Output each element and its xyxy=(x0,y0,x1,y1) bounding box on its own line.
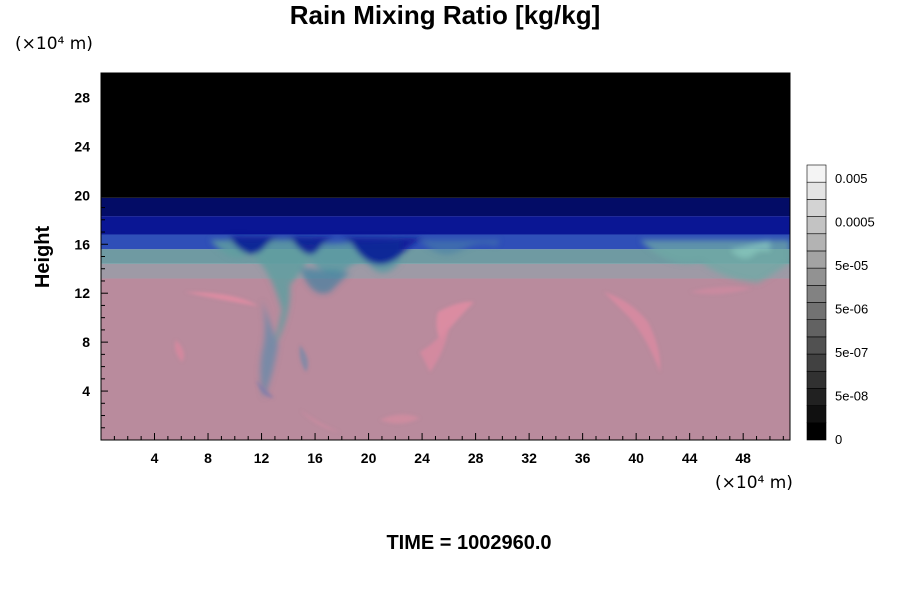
pink-streaks xyxy=(174,286,752,432)
x-tick-label: 40 xyxy=(628,450,644,466)
colorbar-swatch xyxy=(806,164,827,183)
field-band-4 xyxy=(101,216,790,235)
colorbar-label: 5e-07 xyxy=(835,345,868,360)
y-tick-label: 16 xyxy=(74,236,90,252)
y-axis-unit: (×10⁴ m) xyxy=(15,34,93,54)
colorbar-label: 5e-05 xyxy=(835,258,868,273)
x-tick-label: 20 xyxy=(361,450,377,466)
colorbar-label: 0.0005 xyxy=(835,215,875,230)
colorbar-swatch xyxy=(806,181,827,200)
y-tick-label: 20 xyxy=(74,187,90,203)
chart-title: Rain Mixing Ratio [kg/kg] xyxy=(290,0,601,30)
y-tick-label: 28 xyxy=(74,89,90,105)
field-band-5 xyxy=(101,197,790,217)
x-axis: 4 8 12 16 20 24 28 32 36 40 44 48 xyxy=(113,433,784,466)
turbulent-plumes xyxy=(210,236,790,398)
colorbar-swatch xyxy=(806,267,827,286)
colorbar-label: 0 xyxy=(835,432,842,447)
colorbar-swatch xyxy=(806,233,827,252)
colorbar-swatch xyxy=(806,388,827,406)
colorbar-swatch xyxy=(806,353,827,372)
colorbar-label: 5e-08 xyxy=(835,389,868,404)
colorbar-swatch xyxy=(806,302,827,320)
x-tick-label: 24 xyxy=(414,450,430,466)
field-band-6 xyxy=(101,73,790,198)
y-tick-label: 4 xyxy=(82,383,90,399)
colorbar-swatch xyxy=(806,422,827,441)
colorbar-swatch xyxy=(806,285,827,303)
field-band-1 xyxy=(101,263,790,279)
x-tick-label: 36 xyxy=(575,450,591,466)
colorbar-label: 5e-06 xyxy=(835,302,868,317)
colorbar-swatch xyxy=(806,216,827,235)
colorbar-swatch xyxy=(806,405,827,424)
x-tick-label: 12 xyxy=(254,450,270,466)
colorbar-swatch xyxy=(806,336,827,355)
x-tick-label: 8 xyxy=(204,450,212,466)
x-tick-label: 4 xyxy=(151,450,159,466)
x-tick-label: 16 xyxy=(307,450,323,466)
x-tick-label: 32 xyxy=(521,450,537,466)
colorbar-swatch xyxy=(806,199,827,217)
x-tick-label: 48 xyxy=(735,450,751,466)
y-axis-label: Height xyxy=(32,226,54,289)
y-tick-label: 24 xyxy=(74,138,90,154)
plot-area xyxy=(101,73,790,440)
colorbar: 0.005 0.0005 5e-05 5e-06 5e-07 5e-08 0 xyxy=(806,164,875,447)
time-annotation: TIME = 1002960.0 xyxy=(386,532,551,554)
colorbar-swatch xyxy=(806,370,827,389)
y-axis: 4 8 12 16 20 24 28 xyxy=(74,84,108,429)
y-tick-label: 12 xyxy=(74,285,90,301)
colorbar-swatch xyxy=(806,250,827,269)
colorbar-label: 0.005 xyxy=(835,171,868,186)
colorbar-swatch xyxy=(806,319,827,338)
x-tick-label: 28 xyxy=(468,450,484,466)
field-band-0 xyxy=(101,278,790,440)
y-tick-label: 8 xyxy=(82,334,90,350)
x-tick-label: 44 xyxy=(682,450,698,466)
x-axis-unit: (×10⁴ m) xyxy=(715,473,793,493)
